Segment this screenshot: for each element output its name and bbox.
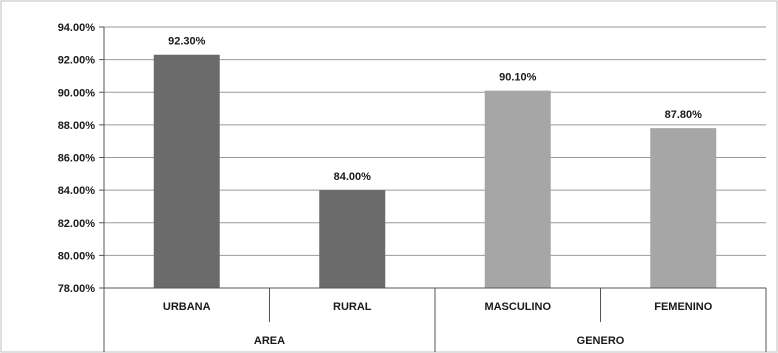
category-label: MASCULINO	[484, 301, 551, 313]
y-axis-tick-labels: 78.00% 80.00% 82.00% 84.00% 86.00% 88.00% 90.0…	[58, 22, 96, 295]
category-label: RURAL	[333, 301, 372, 313]
bar-femenino	[650, 128, 717, 288]
data-label: 90.10%	[499, 72, 537, 84]
data-label: 84.00%	[334, 171, 372, 183]
category-labels: URBANA RURAL MASCULINO FEMENINO	[163, 301, 713, 313]
bar-masculino	[484, 90, 551, 289]
y-tick-label: 84.00%	[58, 185, 96, 197]
category-label: FEMENINO	[654, 301, 713, 313]
y-tick-label: 94.00%	[58, 22, 96, 34]
group-labels: AREA GENERO	[254, 335, 625, 347]
data-label: 92.30%	[168, 36, 206, 48]
y-tick-label: 90.00%	[58, 87, 96, 99]
category-label: URBANA	[163, 301, 211, 313]
bar-urbana	[153, 54, 220, 289]
data-label: 87.80%	[665, 109, 703, 121]
bar-rural	[319, 190, 386, 288]
y-tick-label: 86.00%	[58, 153, 96, 165]
bars	[153, 54, 717, 289]
axes	[103, 27, 767, 352]
y-tick-label: 88.00%	[58, 120, 96, 132]
group-label: GENERO	[577, 335, 625, 347]
data-labels: 92.30% 84.00% 90.10% 87.80%	[168, 36, 702, 183]
y-tick-label: 82.00%	[58, 218, 96, 230]
y-tick-label: 78.00%	[58, 283, 96, 295]
y-tick-label: 92.00%	[58, 55, 96, 67]
y-tick-label: 80.00%	[58, 250, 96, 262]
group-label: AREA	[254, 335, 285, 347]
